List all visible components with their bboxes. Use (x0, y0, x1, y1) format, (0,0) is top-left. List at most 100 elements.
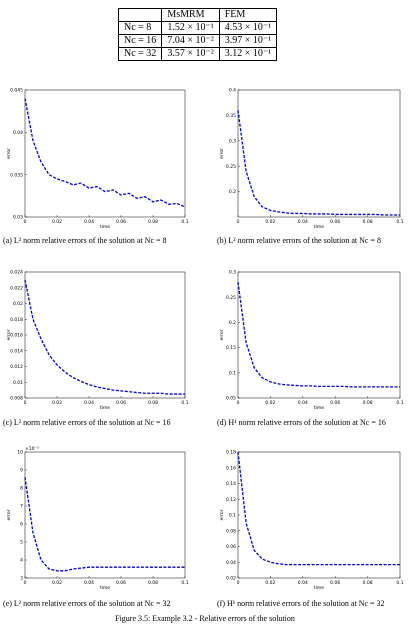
x-tick-label: 0 (24, 580, 27, 586)
y-tick-label: 0.05 (226, 396, 236, 402)
y-axis-label: error (6, 509, 12, 520)
y-tick-label: 7 (20, 504, 23, 510)
x-tick-label: 0.02 (52, 400, 62, 406)
y-tick-label: 0.3 (229, 270, 236, 276)
x-axis-label: time (100, 585, 110, 591)
data-line (24, 477, 185, 572)
subplot: 0 0.02 0.04 0.06 0.08 0.1 0.008 0.01 0.012 0.014 0… (3, 270, 189, 427)
x-tick-label: 0.1 (396, 400, 403, 406)
y-tick-label: 0.03 (13, 215, 23, 221)
y-tick-label: 0.022 (10, 285, 23, 291)
x-tick-label: 0 (24, 400, 27, 406)
y-axis-label: error (6, 329, 12, 340)
x-tick-label: 0.04 (84, 580, 94, 586)
x-tick-label: 0.08 (148, 219, 158, 225)
y-tick-label: 0.3 (229, 138, 236, 144)
y-tick-label: 4 (20, 558, 23, 564)
x-tick-label: 0.1 (396, 219, 403, 225)
y-tick-label: 0.1 (229, 513, 236, 519)
x-tick-label: 0.08 (363, 400, 373, 406)
subfigure-caption: (d) H¹ norm relative errors of the solut… (217, 418, 386, 427)
y-axis-label: error (219, 148, 225, 159)
x-tick-label: 0.02 (265, 400, 275, 406)
x-tick-label: 0.06 (116, 580, 126, 586)
x-tick-label: 0.04 (298, 219, 308, 225)
x-axis-label: time (100, 224, 110, 230)
y-tick-label: 0.012 (10, 364, 23, 370)
y-tick-label: 0.06 (226, 544, 236, 550)
y-tick-label: 0.035 (10, 172, 23, 178)
y-tick-label: 0.024 (10, 270, 23, 276)
y-axis-label: error (219, 329, 225, 340)
x-tick-label: 0.04 (298, 580, 308, 586)
y-tick-label: 0.045 (10, 88, 23, 94)
plot-frame (237, 89, 401, 218)
figure-caption: Figure 3.5: Example 3.2 - Relative error… (115, 614, 295, 623)
x-tick-label: 0.08 (148, 580, 158, 586)
subplot: 0 0.02 0.04 0.06 0.08 0.1 0.2 0.25 0.3 0.35 0.4 tim… (217, 88, 404, 245)
y-tick-label: 0.25 (226, 164, 236, 170)
data-line (237, 110, 400, 216)
subfigure-caption: (b) L² norm relative errors of the solut… (217, 236, 381, 245)
y-tick-label: 0.12 (226, 497, 236, 503)
y-tick-label: 0.35 (226, 113, 236, 119)
y-axis-label: error (219, 509, 225, 520)
y-tick-label: 0.2 (229, 320, 236, 326)
y-scale-label: ×10⁻³ (25, 446, 39, 452)
y-tick-label: 0.1 (229, 370, 236, 376)
table-row: Nc = 32 3.57 × 10⁻² 3.12 × 10⁻¹ (117, 47, 278, 61)
x-tick-label: 0.1 (181, 400, 188, 406)
y-tick-label: 0.14 (226, 481, 236, 487)
plot-frame (237, 451, 401, 579)
y-tick-label: 0.15 (226, 345, 236, 351)
subfigure-caption: (a) L² norm relative errors of the solut… (3, 236, 167, 245)
plot-frame (24, 89, 186, 218)
subplot: 0 0.02 0.04 0.06 0.08 0.1 3 4 5 6 7 8 9 10 time error ×1… (3, 446, 189, 608)
x-tick-label: 0 (237, 400, 240, 406)
y-tick-label: 0.25 (226, 295, 236, 301)
x-tick-label: 0.06 (116, 400, 126, 406)
x-axis-label: time (314, 224, 324, 230)
subplot: 0 0.02 0.04 0.06 0.08 0.1 0.03 0.035 0.04 0.045 ti… (3, 88, 189, 245)
subfigure-caption: (f) H¹ norm relative errors of the solut… (217, 599, 385, 608)
x-axis-label: time (314, 585, 324, 591)
y-tick-label: 5 (20, 540, 23, 546)
x-tick-label: 0.1 (396, 580, 403, 586)
plot-frame (237, 271, 401, 399)
x-tick-label: 0.06 (330, 219, 340, 225)
plot-frame (24, 451, 186, 579)
data-line (24, 279, 185, 395)
y-tick-label: 0.01 (13, 380, 23, 386)
x-tick-label: 0.04 (84, 400, 94, 406)
cell: 3.12 × 10⁻¹ (218, 47, 278, 61)
x-tick-label: 0.02 (52, 580, 62, 586)
data-line (237, 281, 400, 388)
x-tick-label: 0.1 (181, 580, 188, 586)
y-tick-label: 0.04 (226, 560, 236, 566)
x-tick-label: 0.1 (181, 219, 188, 225)
y-tick-label: 0.18 (226, 450, 236, 456)
x-tick-label: 0.02 (265, 580, 275, 586)
y-tick-label: 0.016 (10, 333, 23, 339)
table-row: Nc = 16 7.04 × 10⁻² 3.97 × 10⁻¹ (117, 34, 278, 48)
subplot: 0 0.02 0.04 0.06 0.08 0.10.020.040.060.080.10… (217, 450, 404, 608)
y-tick-label: 8 (20, 486, 23, 492)
results-table: MsMRM FEM Nc = 8 1.52 × 10⁻¹ 4.53 × 10⁻¹… (117, 8, 278, 61)
x-tick-label: 0.04 (84, 219, 94, 225)
y-tick-label: 0.018 (10, 317, 23, 323)
y-axis-label: error (6, 148, 12, 159)
y-tick-label: 3 (20, 576, 23, 582)
y-tick-label: 0.014 (10, 348, 23, 354)
x-tick-label: 0.08 (148, 400, 158, 406)
y-tick-label: 10 (17, 450, 23, 456)
y-tick-label: 0.2 (229, 189, 236, 195)
y-tick-label: 0.008 (10, 396, 23, 402)
x-tick-label: 0 (237, 580, 240, 586)
x-tick-label: 0.02 (265, 219, 275, 225)
x-tick-label: 0 (24, 219, 27, 225)
x-axis-label: time (314, 405, 324, 411)
y-tick-label: 0.04 (13, 130, 23, 136)
x-tick-label: 0.06 (330, 400, 340, 406)
x-tick-label: 0.02 (52, 219, 62, 225)
